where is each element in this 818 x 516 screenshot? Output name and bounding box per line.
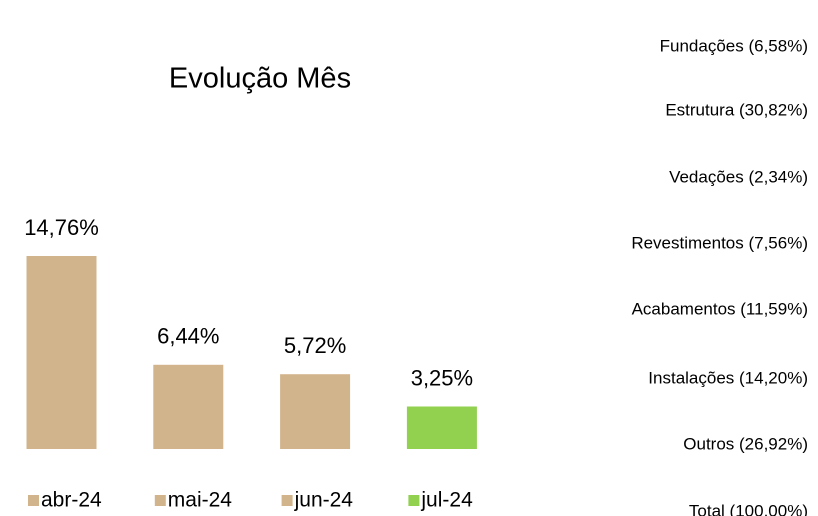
side-label: Outros (26,92%) bbox=[683, 434, 808, 453]
side-label: Instalações (14,20%) bbox=[648, 368, 808, 387]
legend-label: abr-24 bbox=[41, 489, 102, 512]
side-label: Vedações (2,34%) bbox=[669, 167, 808, 186]
data-label: 3,25% bbox=[411, 365, 473, 390]
side-label: Fundações (6,58%) bbox=[660, 36, 808, 55]
bar bbox=[153, 364, 224, 449]
side-label: Acabamentos (11,59%) bbox=[632, 299, 808, 318]
legend-label: jul-24 bbox=[420, 489, 473, 512]
legend-label: jun-24 bbox=[294, 489, 354, 512]
legend-label: mai-24 bbox=[168, 489, 233, 512]
legend-swatch bbox=[28, 495, 39, 506]
data-label: 5,72% bbox=[284, 333, 346, 358]
legend-swatch bbox=[408, 495, 420, 506]
chart-title: Evolução Mês bbox=[169, 63, 351, 95]
side-label: Total (100,00%) bbox=[689, 501, 808, 516]
bar bbox=[406, 406, 477, 449]
legend-swatch bbox=[154, 495, 166, 506]
data-label: 6,44% bbox=[157, 324, 219, 349]
legend-swatch bbox=[281, 495, 293, 506]
data-label: 14,76% bbox=[24, 215, 99, 240]
bar bbox=[280, 374, 351, 449]
bar bbox=[26, 256, 97, 449]
side-label: Revestimentos (7,56%) bbox=[631, 233, 808, 252]
side-label: Estrutura (30,82%) bbox=[665, 100, 808, 119]
